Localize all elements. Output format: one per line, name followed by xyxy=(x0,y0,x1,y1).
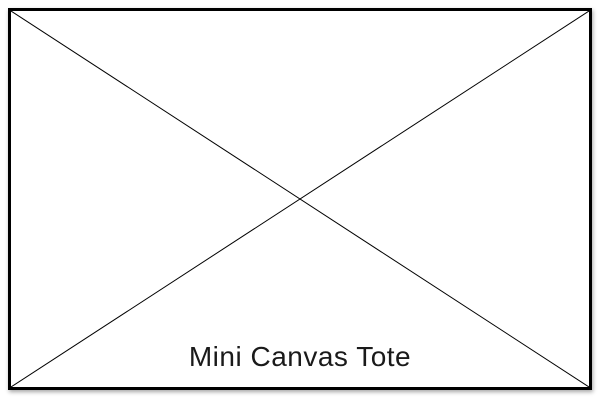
placeholder-cross-icon xyxy=(11,11,589,387)
image-placeholder: Mini Canvas Tote xyxy=(8,8,592,390)
placeholder-caption: Mini Canvas Tote xyxy=(11,341,589,373)
placeholder-caption-text: Mini Canvas Tote xyxy=(186,341,414,372)
cross-line-ascending xyxy=(11,11,589,387)
